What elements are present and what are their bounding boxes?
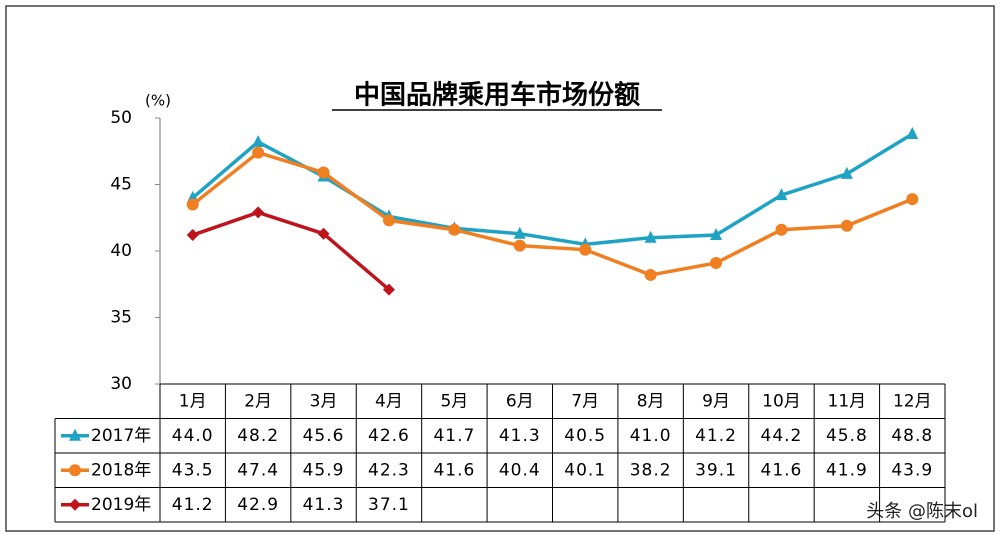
table-cell: 41.3	[499, 426, 541, 446]
x-tick-label: 5月	[440, 391, 468, 411]
table-cell: 38.2	[630, 460, 672, 480]
table-cell: 41.3	[303, 495, 345, 515]
table-cell: 41.9	[826, 460, 868, 480]
table-cell: 39.1	[695, 460, 737, 480]
table-cell: 42.3	[368, 460, 410, 480]
table-cell: 45.6	[303, 426, 345, 446]
table-cell: 37.1	[368, 495, 410, 515]
table-cell: 47.4	[237, 460, 279, 480]
x-tick-label: 6月	[506, 391, 534, 411]
table-cell: 44.2	[761, 426, 803, 446]
x-tick-label: 10月	[762, 391, 801, 411]
point	[644, 268, 657, 281]
x-tick-label: 8月	[637, 391, 665, 411]
point	[579, 243, 592, 256]
point	[317, 166, 330, 179]
y-unit: (%)	[145, 92, 171, 110]
point	[775, 188, 788, 201]
point	[382, 214, 395, 227]
table-cell: 41.2	[172, 495, 214, 515]
table-cell: 42.9	[237, 495, 279, 515]
series-line	[191, 150, 913, 277]
table-cell: 48.2	[237, 426, 279, 446]
x-tick-label: 1月	[179, 391, 207, 411]
x-tick-label: 2月	[244, 391, 272, 411]
y-tick-label: 45	[110, 175, 132, 195]
table-cell: 41.2	[695, 426, 737, 446]
legend-marker	[69, 498, 81, 511]
point	[252, 146, 265, 159]
point	[775, 223, 788, 236]
point	[710, 228, 723, 241]
table-cell: 40.5	[564, 426, 606, 446]
x-tick-label: 9月	[702, 391, 730, 411]
point	[186, 198, 199, 211]
x-tick-label: 3月	[310, 391, 338, 411]
point	[186, 229, 199, 242]
point	[252, 206, 265, 219]
x-tick-label: 4月	[375, 391, 403, 411]
table-cell: 41.6	[433, 460, 475, 480]
point	[840, 219, 853, 232]
table-cell: 45.9	[303, 460, 345, 480]
point	[710, 256, 723, 269]
x-tick-label: 12月	[893, 391, 932, 411]
table-cell: 48.8	[891, 426, 933, 446]
x-tick-label: 7月	[571, 391, 599, 411]
legend-label: 2017年	[91, 426, 151, 446]
y-tick-label: 30	[110, 374, 132, 394]
table-cell: 42.6	[368, 426, 410, 446]
point	[513, 239, 526, 252]
watermark: 头条 @陈末ol	[866, 501, 978, 522]
legend-marker	[69, 428, 81, 441]
point	[644, 230, 657, 243]
table-cell: 40.1	[564, 460, 606, 480]
series-line	[192, 210, 391, 291]
table-cell: 43.5	[172, 460, 214, 480]
legend-label: 2019年	[91, 495, 151, 515]
point	[448, 223, 461, 236]
chart-title: 中国品牌乘用车市场份额	[354, 80, 640, 111]
table-cell: 45.8	[826, 426, 868, 446]
legend-marker	[69, 464, 81, 477]
y-tick-label: 40	[110, 241, 132, 261]
point	[513, 226, 526, 239]
table-cell: 41.7	[433, 426, 475, 446]
legend-label: 2018年	[91, 460, 151, 480]
point	[317, 227, 330, 240]
point	[840, 166, 853, 179]
x-tick-label: 11月	[828, 391, 867, 411]
table-cell: 43.9	[891, 460, 933, 480]
y-tick-label: 50	[110, 108, 132, 128]
point	[382, 283, 395, 296]
point	[906, 193, 919, 206]
table-cell: 40.4	[499, 460, 541, 480]
y-tick-label: 35	[110, 308, 132, 328]
table-cell: 41.0	[630, 426, 672, 446]
table-cell: 44.0	[172, 426, 214, 446]
table-cell: 41.6	[761, 460, 803, 480]
point	[252, 134, 265, 147]
frame	[5, 5, 995, 532]
point	[906, 126, 919, 139]
